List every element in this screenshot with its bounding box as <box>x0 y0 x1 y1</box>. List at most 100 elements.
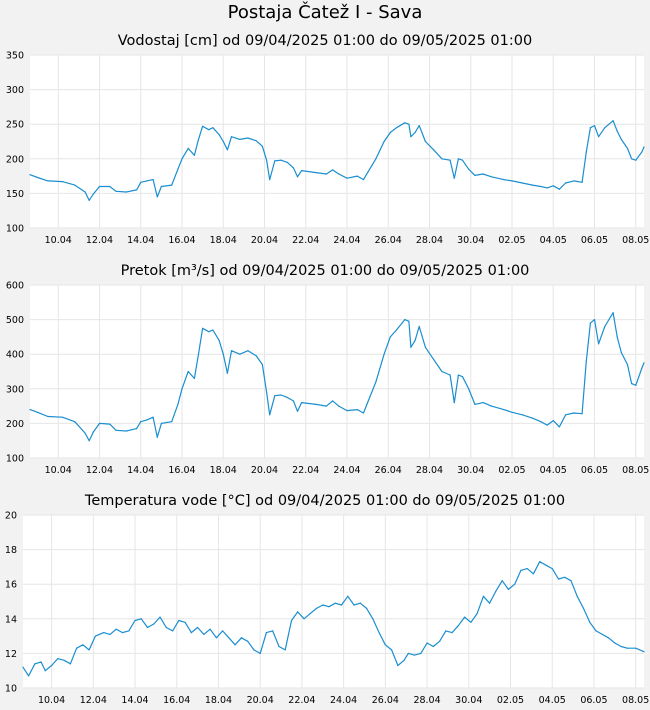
data-point <box>375 381 377 383</box>
data-point <box>239 353 241 355</box>
x-tick-label: 24.04 <box>333 465 360 476</box>
y-tick-label: 100 <box>6 224 24 235</box>
data-point <box>37 176 39 179</box>
data-point <box>539 561 541 563</box>
data-point <box>239 138 241 140</box>
y-tick-label: 200 <box>6 419 24 430</box>
data-point <box>612 312 614 314</box>
x-tick-label: 02.05 <box>497 695 524 706</box>
data-point <box>573 180 575 182</box>
chart-title: Temperatura vode [°C] od 09/04/2025 01:0… <box>84 493 565 509</box>
data-point <box>315 607 318 610</box>
chart-title: Pretok [m³/s] od 09/04/2025 01:00 do 09/… <box>121 263 530 279</box>
data-point <box>565 182 567 184</box>
data-point <box>564 576 566 578</box>
chart-title: Vodostaj [cm] od 09/04/2025 01:00 do 09/… <box>118 33 532 49</box>
data-point <box>532 573 535 575</box>
data-point <box>253 649 255 651</box>
data-point <box>598 136 600 138</box>
data-point <box>620 645 622 648</box>
data-point <box>362 179 365 181</box>
data-point <box>88 649 90 651</box>
data-point <box>551 568 553 570</box>
data-point <box>643 362 645 364</box>
data-point <box>501 580 503 582</box>
data-point <box>589 322 592 324</box>
x-tick-label: 12.04 <box>86 235 113 246</box>
data-point <box>573 412 575 414</box>
data-point <box>234 644 236 646</box>
data-point <box>226 149 228 151</box>
data-point <box>432 645 434 648</box>
y-tick-label: 20 <box>5 511 17 522</box>
data-point <box>449 159 451 161</box>
data-point <box>274 395 276 397</box>
data-point <box>540 421 542 423</box>
data-point <box>552 420 554 422</box>
data-point <box>570 580 572 582</box>
data-point <box>482 595 484 597</box>
data-point <box>356 409 358 411</box>
data-point <box>230 350 233 352</box>
data-point <box>37 411 39 413</box>
data-point <box>218 134 220 136</box>
data-point <box>593 319 596 321</box>
y-tick-label: 500 <box>6 315 24 326</box>
data-point <box>156 196 158 198</box>
data-point <box>57 658 59 660</box>
x-tick-label: 04.05 <box>540 465 567 476</box>
x-tick-label: 28.04 <box>416 235 443 246</box>
data-point <box>156 436 158 438</box>
data-point <box>418 125 420 127</box>
data-point <box>230 136 233 138</box>
data-point <box>187 147 189 149</box>
data-point <box>88 199 90 201</box>
data-point <box>296 410 299 412</box>
data-point <box>626 147 629 149</box>
data-point <box>490 405 492 407</box>
data-point <box>507 588 509 591</box>
data-point <box>184 621 186 623</box>
data-point <box>372 618 374 620</box>
data-point <box>616 336 618 338</box>
data-point <box>338 405 340 407</box>
data-point <box>92 193 94 195</box>
data-point <box>197 138 200 140</box>
data-point <box>375 158 377 160</box>
x-tick-label: 24.04 <box>330 695 357 706</box>
data-point <box>109 185 111 188</box>
data-point <box>171 184 173 186</box>
data-point <box>614 642 616 644</box>
data-point <box>202 125 204 127</box>
y-tick-label: 300 <box>6 384 24 395</box>
data-point <box>146 626 149 629</box>
data-point <box>604 127 606 129</box>
data-point <box>441 158 443 160</box>
x-tick-label: 04.05 <box>540 235 567 246</box>
data-point <box>125 191 127 193</box>
data-point <box>585 360 587 362</box>
data-point <box>395 127 398 129</box>
data-point <box>643 146 645 148</box>
data-point <box>607 637 610 639</box>
x-tick-label: 22.04 <box>292 465 319 476</box>
x-tick-label: 14.04 <box>121 695 148 706</box>
data-point <box>441 370 443 373</box>
data-point <box>269 414 271 416</box>
data-point <box>468 168 470 170</box>
data-point <box>136 189 138 191</box>
x-tick-label: 22.04 <box>288 695 315 706</box>
data-point <box>395 329 398 331</box>
data-point <box>367 172 369 174</box>
data-point <box>61 181 64 183</box>
x-tick-label: 16.04 <box>163 695 190 706</box>
data-point <box>181 388 183 390</box>
data-point <box>215 637 217 639</box>
data-point <box>187 370 189 373</box>
data-point <box>146 180 148 182</box>
data-point <box>247 350 249 352</box>
data-point <box>482 173 484 175</box>
data-point <box>511 411 513 413</box>
data-point <box>521 182 523 184</box>
